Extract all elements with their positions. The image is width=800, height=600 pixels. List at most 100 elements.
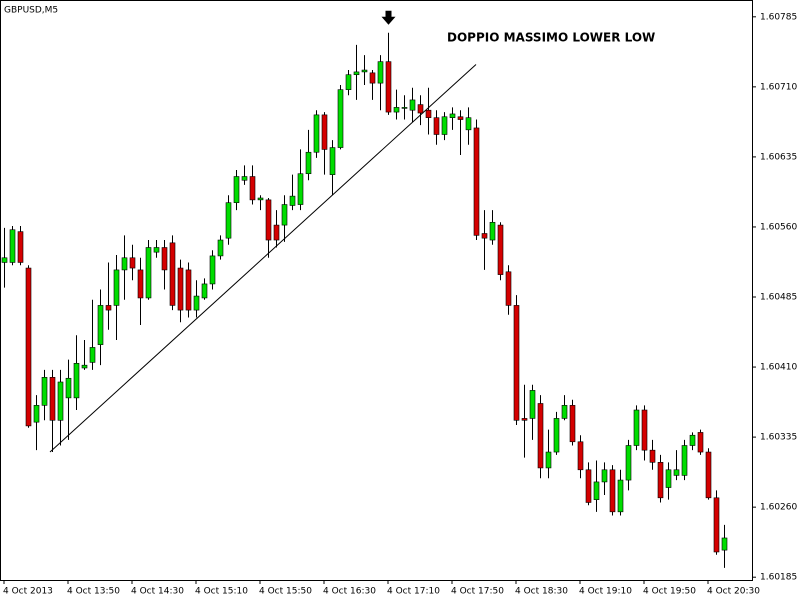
candle-body: [665, 469, 672, 488]
candle-body: [505, 271, 512, 306]
candle-body: [513, 305, 520, 421]
arrow-marker: [381, 10, 396, 25]
x-tick-label: 4 Oct 13:50: [67, 587, 120, 597]
candle-body: [49, 377, 56, 421]
candle-body: [17, 231, 24, 263]
candle-body: [185, 269, 192, 311]
candle-body: [33, 405, 40, 423]
candle-body: [721, 537, 728, 551]
chart-title: GBPUSD,M5: [4, 6, 58, 16]
x-tick-label: 4 Oct 14:30: [131, 587, 184, 597]
candle-body: [89, 347, 96, 363]
candle-body: [41, 377, 48, 406]
candle-body: [161, 247, 168, 271]
candle-body: [441, 116, 448, 135]
candle-body: [281, 204, 288, 226]
candle-body: [385, 61, 392, 113]
candle-body: [265, 199, 272, 241]
candle-body: [649, 449, 656, 463]
candle-body: [681, 445, 688, 476]
candle-body: [481, 233, 488, 239]
candle-body: [377, 61, 384, 84]
candle-body: [609, 469, 616, 513]
y-tick-label: 1.60485: [760, 293, 797, 303]
candle-body: [9, 229, 16, 263]
candle-body: [537, 403, 544, 469]
candle-body: [129, 257, 136, 269]
candle-body: [97, 305, 104, 345]
candle-body: [217, 239, 224, 257]
candle-body: [529, 390, 536, 419]
candle-body: [425, 109, 432, 118]
candle-body: [73, 363, 80, 399]
x-tick-label: 4 Oct 19:50: [643, 587, 696, 597]
y-tick-label: 1.60785: [760, 12, 797, 22]
candle-body: [25, 267, 32, 427]
candle-body: [169, 242, 176, 306]
x-tick-label: 4 Oct 15:50: [259, 587, 312, 597]
candle-body: [241, 176, 248, 181]
candle-body: [521, 418, 528, 421]
plot-frame: [0, 0, 753, 581]
y-tick-label: 1.60410: [760, 363, 797, 373]
candle-body: [473, 127, 480, 236]
candle-body: [345, 74, 352, 90]
candle-body: [713, 497, 720, 553]
candle-body: [449, 113, 456, 118]
candle-body: [585, 469, 592, 503]
candle-body: [593, 481, 600, 500]
candle-body: [417, 104, 424, 114]
candle-body: [489, 221, 496, 241]
candle-body: [657, 462, 664, 499]
candle-body: [329, 147, 336, 175]
candle-body: [601, 469, 608, 483]
y-tick-label: 1.60185: [760, 573, 797, 583]
x-tick-label: 4 Oct 17:10: [387, 587, 440, 597]
candle-body: [273, 224, 280, 241]
y-tick-label: 1.60260: [760, 503, 797, 513]
candle-body: [689, 434, 696, 446]
candle-body: [121, 257, 128, 271]
candle-body: [257, 197, 264, 201]
y-tick-label: 1.60560: [760, 222, 797, 232]
candle-body: [393, 107, 400, 113]
candle-body: [617, 479, 624, 513]
trend-line: [49, 64, 477, 453]
y-tick-label: 1.60335: [760, 433, 797, 443]
x-tick-label: 4 Oct 15:10: [195, 587, 248, 597]
candle-body: [553, 418, 560, 453]
candle-body: [369, 72, 376, 84]
candle-body: [153, 247, 160, 253]
candle-body: [145, 247, 152, 299]
candle-body: [561, 405, 568, 419]
candle-body: [193, 295, 200, 311]
candle-body: [465, 117, 472, 131]
candle-body: [545, 451, 552, 469]
candle-body: [321, 114, 328, 150]
candle-body: [569, 405, 576, 443]
x-tick-label: 4 Oct 17:50: [451, 587, 504, 597]
annotation: DOPPIO MASSIMO LOWER LOW: [447, 31, 655, 45]
x-tick-label: 4 Oct 20:30: [707, 587, 760, 597]
candle-body: [1, 257, 8, 263]
candle-body: [209, 255, 216, 285]
x-tick-label: 4 Oct 19:10: [579, 587, 632, 597]
candle-body: [337, 89, 344, 148]
candle-body: [65, 377, 72, 399]
candle-body: [705, 451, 712, 499]
candle-body: [201, 283, 208, 299]
candle-body: [633, 409, 640, 446]
candle-body: [113, 269, 120, 306]
candle-body: [177, 267, 184, 311]
candle-body: [225, 202, 232, 239]
x-tick-label: 4 Oct 2013: [3, 587, 53, 597]
candle-body: [577, 441, 584, 471]
candle-body: [409, 99, 416, 111]
x-tick-label: 4 Oct 16:30: [323, 587, 376, 597]
candle-body: [457, 116, 464, 120]
candle-body: [353, 71, 360, 76]
candle-body: [249, 176, 256, 201]
candle-body: [105, 305, 112, 311]
candle-body: [81, 364, 88, 369]
candle-body: [641, 409, 648, 451]
